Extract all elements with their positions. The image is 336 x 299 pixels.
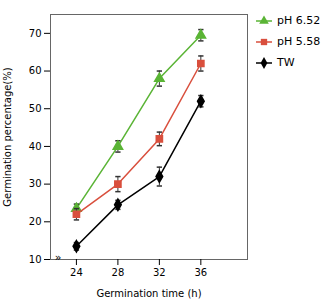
svg-text:36: 36 [194,267,207,278]
svg-text:»: » [55,251,62,264]
html-text:pH 6.52: pH 6.52 [277,14,321,27]
svg-text:60: 60 [29,65,42,76]
svg-text:30: 30 [29,178,42,189]
svg-text:10: 10 [29,254,42,265]
svg-text:70: 70 [29,28,42,39]
svg-text:28: 28 [112,267,125,278]
html-text:pH 5.58: pH 5.58 [277,35,321,48]
svg-text:32: 32 [153,267,166,278]
svg-text:24: 24 [70,267,83,278]
html-text:TW: TW [277,56,295,69]
svg-text:20: 20 [29,216,42,227]
svg-text:Germination time (h): Germination time (h) [96,288,201,299]
svg-text:Germination percentage(%): Germination percentage(%) [2,67,13,206]
svg-text:50: 50 [29,103,42,114]
svg-text:40: 40 [29,141,42,152]
